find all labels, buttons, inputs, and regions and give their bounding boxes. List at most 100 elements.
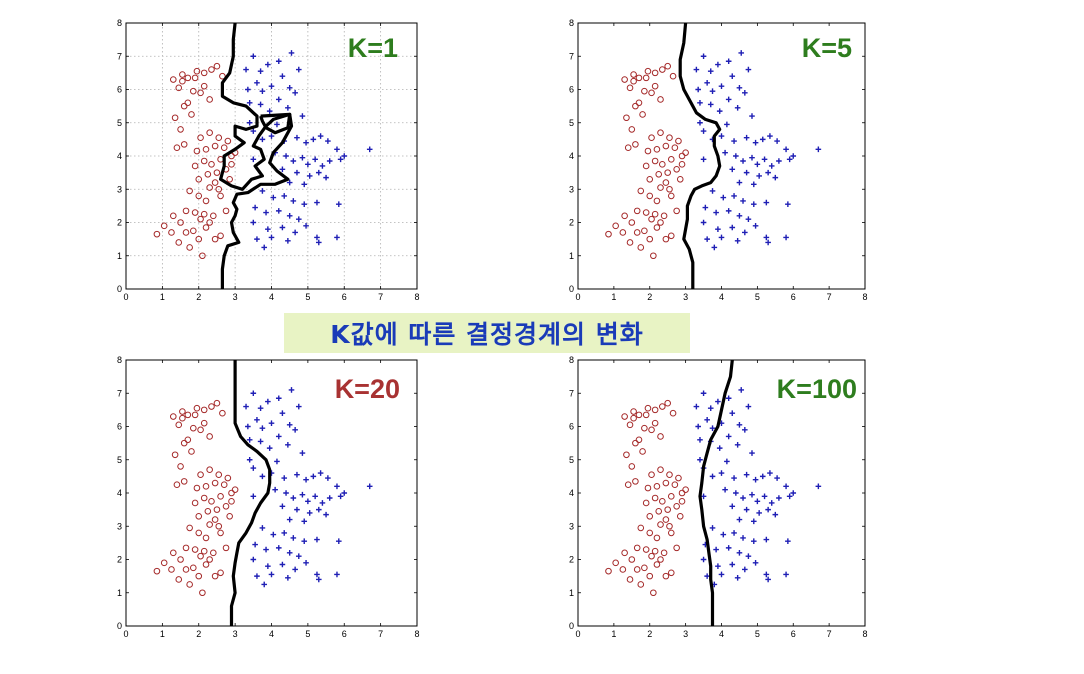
circle-point	[651, 419, 659, 427]
plus-point	[335, 201, 342, 208]
plus-point	[776, 158, 782, 164]
plus-point	[700, 156, 707, 163]
circle-point	[653, 224, 661, 231]
circle-point	[191, 499, 199, 507]
circle-point	[641, 87, 648, 95]
circle-point	[642, 499, 650, 507]
circle-point	[199, 252, 206, 260]
plus-point	[725, 395, 732, 402]
circle-point	[200, 210, 208, 218]
x-tick-label: 0	[575, 629, 580, 639]
circle-point	[179, 408, 186, 415]
plus-point	[776, 495, 782, 501]
plus-point	[259, 88, 266, 94]
plus-point	[725, 96, 732, 103]
plus-point	[303, 139, 309, 146]
circle-point	[153, 230, 161, 238]
circle-point	[191, 209, 199, 216]
circle-point	[646, 512, 654, 520]
circle-point	[206, 129, 213, 137]
circle-point	[202, 534, 210, 542]
plus-point	[759, 473, 766, 480]
plus-point	[275, 208, 282, 214]
circle-point	[628, 219, 636, 226]
y-tick-label: 0	[117, 621, 122, 631]
x-tick-label: 7	[378, 629, 383, 639]
plus-point	[729, 224, 736, 231]
circle-point	[200, 69, 208, 77]
plus-point	[718, 133, 725, 139]
circle-point	[211, 479, 219, 487]
circle-point	[197, 471, 204, 479]
plus-point	[709, 188, 716, 194]
plus-point	[252, 204, 258, 211]
circle-point	[175, 84, 183, 92]
circle-point	[621, 212, 628, 220]
plus-point	[295, 66, 302, 73]
plus-point	[724, 458, 730, 465]
circle-point	[182, 566, 190, 573]
plus-point	[765, 239, 771, 246]
circle-point	[217, 192, 224, 200]
plus-point	[785, 538, 791, 545]
plus-point	[326, 495, 333, 501]
plus-point	[743, 506, 750, 513]
plus-point	[259, 473, 266, 480]
plus-point	[749, 491, 755, 498]
plus-point	[285, 574, 291, 581]
circle-point	[175, 421, 183, 429]
circle-point	[197, 215, 204, 223]
plus-point	[290, 158, 297, 164]
plus-point	[314, 536, 320, 543]
plus-point	[750, 538, 757, 545]
circle-point	[168, 229, 175, 236]
circle-point	[657, 96, 664, 103]
plus-point	[774, 138, 780, 144]
x-tick-label: 2	[647, 292, 652, 302]
plus-point	[709, 425, 716, 431]
plus-point	[326, 158, 333, 164]
circle-point	[653, 534, 661, 542]
plus-point	[697, 437, 703, 443]
circle-point	[175, 239, 183, 246]
plus-point	[279, 561, 286, 568]
plus-point	[736, 85, 743, 91]
plus-point	[768, 163, 775, 169]
circle-point	[605, 567, 612, 575]
plus-point	[334, 483, 340, 490]
circle-point	[653, 197, 661, 205]
x-tick-label: 8	[414, 292, 419, 302]
plus-point	[763, 199, 770, 206]
circle-point	[619, 229, 627, 236]
plus-point	[743, 169, 750, 176]
circle-point	[646, 235, 654, 243]
circle-point	[202, 197, 210, 205]
circle-point	[666, 471, 673, 479]
circle-point	[231, 486, 239, 493]
plus-point	[740, 158, 746, 164]
circle-point	[228, 498, 235, 505]
plus-point	[292, 427, 298, 433]
plus-point	[257, 101, 264, 108]
circle-point	[642, 411, 650, 419]
plus-point	[299, 154, 306, 161]
circle-point	[621, 549, 628, 557]
circle-point	[605, 230, 612, 238]
circle-point	[667, 156, 675, 163]
circle-point	[657, 219, 664, 226]
circle-point	[211, 516, 219, 523]
circle-point	[184, 436, 192, 444]
circle-point	[648, 552, 655, 560]
plus-point	[335, 538, 342, 545]
circle-point	[678, 498, 686, 505]
x-tick-label: 5	[755, 292, 760, 302]
circle-point	[644, 404, 652, 412]
plus-point	[263, 546, 269, 553]
plus-point	[729, 410, 736, 416]
plus-point	[745, 216, 752, 222]
plus-point	[257, 405, 264, 412]
circle-point	[678, 161, 686, 168]
circle-point	[651, 547, 659, 555]
circle-point	[188, 111, 195, 118]
